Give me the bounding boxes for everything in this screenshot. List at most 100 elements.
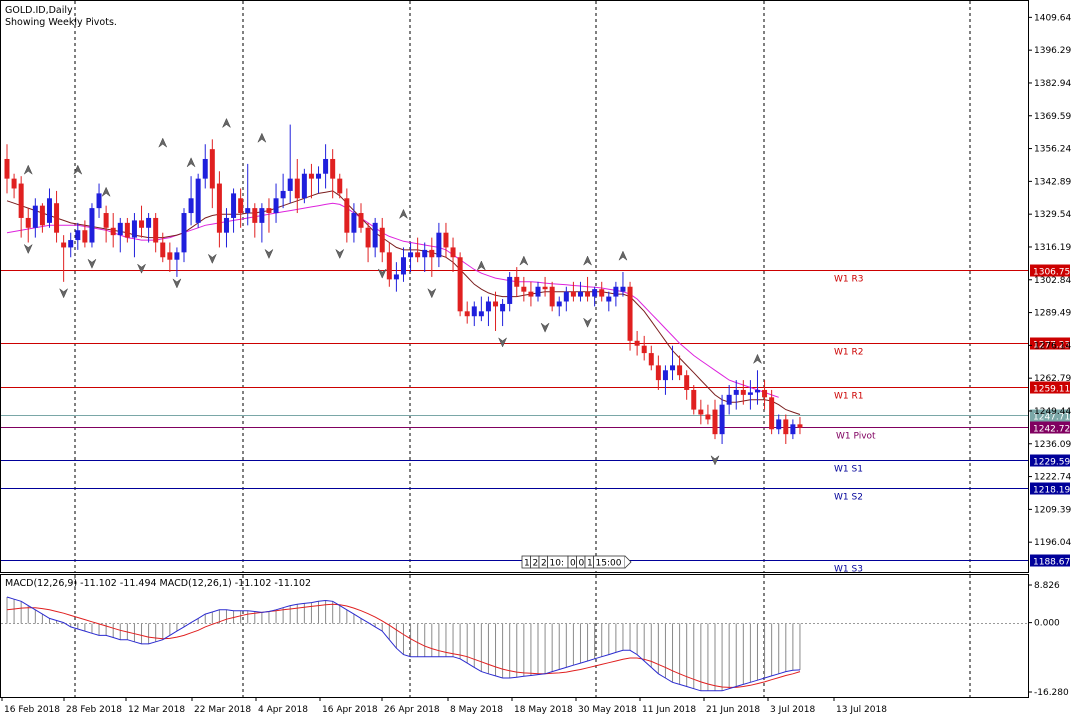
candle xyxy=(174,247,180,277)
candle-body xyxy=(556,301,562,307)
candle xyxy=(379,217,385,263)
fractal-up-arrow xyxy=(73,164,83,175)
pivot-levels: W1 R3 1306.75 W1 R2 1277.23 W1 R1 1259.11 W1 P… xyxy=(1,264,1070,575)
candle xyxy=(634,330,640,356)
timeframe-cell-label: 0 xyxy=(579,559,585,569)
candle-body xyxy=(344,198,350,233)
price-tick-label: 1356.24 xyxy=(1034,145,1071,155)
fractals xyxy=(23,117,763,466)
candle xyxy=(273,183,279,223)
fractal-down-arrow xyxy=(172,278,182,289)
candle-body xyxy=(365,227,371,248)
candle-body xyxy=(400,257,406,275)
candle xyxy=(443,222,449,258)
fractal-down-arrow xyxy=(207,253,217,264)
pivot-price-tag xyxy=(1030,381,1070,394)
candle-body xyxy=(436,232,442,258)
candle-body xyxy=(464,311,470,317)
candle-body xyxy=(39,205,45,226)
symbol-title: GOLD.ID,Daily xyxy=(5,5,73,16)
price-tick-label: 1409.64 xyxy=(1034,13,1071,23)
candle xyxy=(351,203,357,243)
macd-panel xyxy=(1,596,1028,692)
candle xyxy=(223,208,229,248)
fractal-down-arrow xyxy=(264,248,274,260)
candle xyxy=(429,237,435,277)
time-tick-label: 21 Jun 2018 xyxy=(706,705,760,715)
candle xyxy=(493,291,499,331)
candle-body xyxy=(712,409,718,435)
candle xyxy=(691,385,697,415)
candle xyxy=(4,144,10,194)
candle xyxy=(549,281,555,312)
candle-body xyxy=(705,414,711,420)
candle xyxy=(500,299,506,327)
candle-body xyxy=(634,340,640,346)
candle xyxy=(75,222,81,250)
candle xyxy=(577,281,583,302)
timeframe-cell[interactable]: 2 xyxy=(538,555,548,569)
candle-body xyxy=(188,198,194,214)
candle xyxy=(719,394,725,444)
candle-body xyxy=(726,394,732,405)
timeframe-cell[interactable]: 2 xyxy=(530,555,540,569)
candle xyxy=(677,355,683,381)
fractal-up-arrow xyxy=(618,250,628,261)
candle-body xyxy=(627,286,633,341)
candle xyxy=(280,173,286,209)
candle xyxy=(521,276,527,302)
timeframe-cell[interactable]: 1 xyxy=(521,555,531,569)
timeframe-cell[interactable]: 0 xyxy=(576,555,586,569)
fractal-up-arrow xyxy=(186,157,196,168)
candle-body xyxy=(662,370,668,381)
candle xyxy=(323,144,329,189)
candle-body xyxy=(457,257,463,312)
candle-body xyxy=(521,286,527,292)
price-tick-label: 1396.29 xyxy=(1034,46,1071,56)
candle xyxy=(648,345,654,371)
timeframe-cell[interactable]: 0 xyxy=(567,555,577,569)
candle-body xyxy=(167,252,173,260)
candle xyxy=(754,370,760,405)
candle xyxy=(783,414,789,444)
candle-body xyxy=(592,289,598,297)
candle xyxy=(252,203,258,238)
candle-body xyxy=(500,303,506,312)
price-tick-label: 1222.74 xyxy=(1034,473,1071,483)
candle xyxy=(570,281,576,302)
timeframe-cell[interactable]: 10: xyxy=(547,555,569,569)
timeframe-bar[interactable]: 1 2 2 10: 0 0 1 15:00 xyxy=(521,555,632,569)
candle xyxy=(726,385,732,415)
candle xyxy=(301,168,307,204)
candle-body xyxy=(160,242,166,258)
candle-body xyxy=(415,252,421,258)
candle-body xyxy=(202,158,208,179)
candle xyxy=(769,389,775,435)
timeframe-cell[interactable]: 1 xyxy=(584,555,594,569)
candle-body xyxy=(783,419,789,435)
candle xyxy=(344,188,350,243)
candle-body xyxy=(316,173,322,179)
candle xyxy=(386,242,392,287)
candle-body xyxy=(769,397,775,430)
candle xyxy=(670,345,676,381)
timeframe-cell[interactable]: 15:00 xyxy=(593,555,626,569)
candle-body xyxy=(585,291,591,297)
candle xyxy=(471,301,477,327)
candle xyxy=(61,235,67,282)
candle-body xyxy=(96,193,102,209)
candle-body xyxy=(266,208,272,214)
candle-body xyxy=(103,213,109,228)
candle-body xyxy=(677,365,683,376)
price-tick-label: 1196.04 xyxy=(1034,538,1071,548)
pivot-price-text: 1277.23 xyxy=(1033,341,1070,351)
candle-body xyxy=(231,193,237,218)
candle-body xyxy=(577,291,583,297)
candle-body xyxy=(641,345,647,354)
candle-body xyxy=(698,409,704,415)
candle xyxy=(238,188,244,228)
candle-body xyxy=(648,353,654,366)
candle-body xyxy=(429,249,435,258)
candle-body xyxy=(11,178,17,189)
fractal-up-arrow xyxy=(476,260,486,271)
